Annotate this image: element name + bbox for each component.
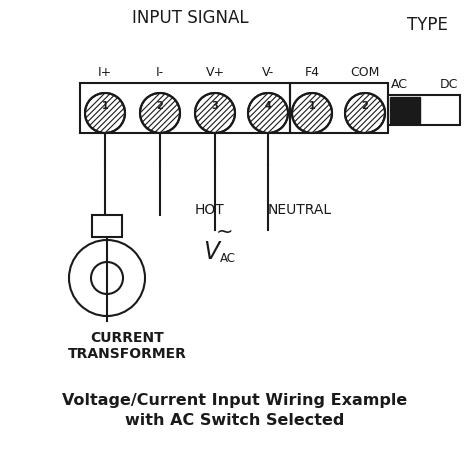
Text: COM: COM: [350, 66, 380, 79]
Bar: [390, 97, 420, 123]
Text: Voltage/Current Input Wiring Example: Voltage/Current Input Wiring Example: [62, 392, 407, 407]
Text: 4: 4: [265, 101, 271, 111]
Text: INPUT SIGNAL: INPUT SIGNAL: [132, 9, 248, 27]
Circle shape: [85, 93, 125, 133]
Text: TYPE: TYPE: [406, 16, 447, 34]
Circle shape: [292, 93, 332, 133]
Text: 3: 3: [211, 101, 219, 111]
Text: V+: V+: [205, 66, 225, 79]
Text: AC: AC: [390, 79, 407, 92]
Text: DC: DC: [440, 79, 458, 92]
Text: $V$: $V$: [203, 240, 223, 264]
Text: I+: I+: [98, 66, 112, 79]
Circle shape: [140, 93, 180, 133]
Text: NEUTRAL: NEUTRAL: [268, 203, 332, 217]
Text: I-: I-: [156, 66, 164, 79]
Text: 2: 2: [157, 101, 163, 111]
Text: 2: 2: [362, 101, 368, 111]
Text: with AC Switch Selected: with AC Switch Selected: [125, 412, 345, 427]
Text: V-: V-: [262, 66, 274, 79]
Text: ~: ~: [216, 222, 234, 242]
Bar: [92, 215, 122, 237]
Text: F4: F4: [304, 66, 319, 79]
Text: 1: 1: [309, 101, 316, 111]
Circle shape: [195, 93, 235, 133]
Text: CURRENT: CURRENT: [90, 331, 164, 345]
Bar: [80, 83, 290, 133]
Circle shape: [91, 262, 123, 294]
Bar: [290, 83, 388, 133]
Circle shape: [69, 240, 145, 316]
Bar: [388, 95, 460, 125]
Circle shape: [345, 93, 385, 133]
Circle shape: [248, 93, 288, 133]
Text: 1: 1: [102, 101, 108, 111]
Text: TRANSFORMER: TRANSFORMER: [67, 347, 187, 361]
Text: HOT: HOT: [195, 203, 225, 217]
Text: AC: AC: [220, 252, 236, 265]
